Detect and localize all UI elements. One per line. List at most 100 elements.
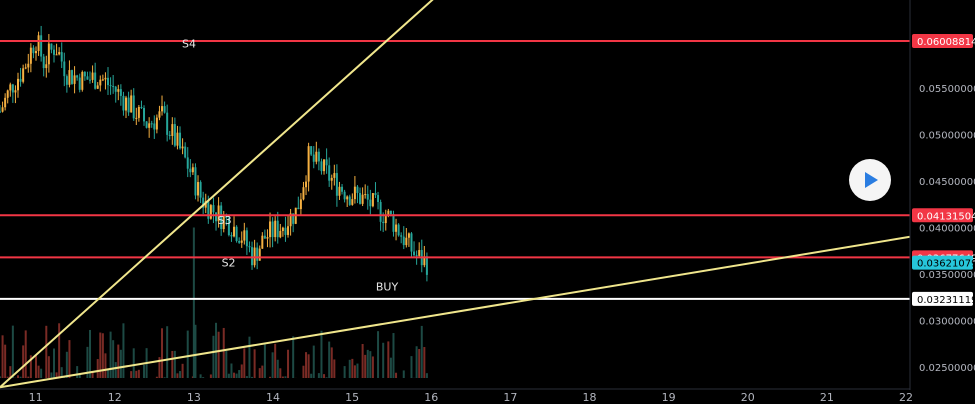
volume-bar [366,349,369,378]
candle-body [158,111,161,118]
volume-bar [222,327,225,378]
candle-body [212,205,215,213]
annotation-label: S3 [218,214,232,227]
candle-body [42,56,45,69]
volume-bar [310,373,313,378]
volume-bar [58,323,61,378]
candle-body [233,226,236,237]
price-tag-label: 0.04131504 [917,211,975,222]
volume-bar [171,350,174,378]
volume-bar [132,348,135,378]
price-tag [912,291,973,306]
volume-bar [369,351,372,378]
candle-body [333,173,336,178]
candle-body [217,205,220,222]
volume-bar [6,376,9,378]
candle-body [418,250,421,256]
candle-body [53,49,56,55]
volume-bar [328,341,331,378]
volume-bar [181,363,184,378]
volume-bar [243,348,246,378]
candle-body [374,193,377,196]
price-axis[interactable]: 0.05500000 0.05000000 0.04500000 0.04000000… [909,0,975,390]
volume-bar [1,335,4,378]
candle-body [312,154,315,162]
volume-bar [158,357,161,378]
candle-body [127,97,130,113]
candle-body [191,167,194,173]
candle-body [356,186,359,193]
volume-bar [166,326,169,378]
volume-bar [274,343,277,378]
x-tick-label: 12 [108,391,122,404]
candle-body [384,215,387,224]
volume-bar [395,372,398,378]
volume-bar [253,349,256,378]
candle-body [389,210,392,215]
volume-bar [122,323,125,378]
annotations: S4 S3 S2 BUY [182,37,398,293]
price-tags: 0.060088140.041315040.036776490.03231119… [912,33,975,306]
volume-bar [76,366,79,378]
volume-bar [202,377,205,378]
volume-bar [199,374,202,378]
x-tick-label: 11 [29,391,43,404]
candle-body [227,217,230,236]
time-axis[interactable]: 11 12 13 14 15 16 17 18 19 20 21 22 [0,388,913,404]
candle-body [222,215,225,230]
candle-body [60,52,63,62]
volume-bar [245,376,248,378]
candle-body [184,146,187,158]
volume-bar [325,377,328,378]
candle-body [307,146,310,182]
candle-body [189,168,192,173]
candle-body [215,212,218,222]
candle-body [230,235,233,237]
candle-body [341,186,344,192]
candle-body [292,213,295,224]
volume-bar [104,353,107,378]
volume-bar [17,375,20,378]
volume-bar [192,227,195,378]
candle-body [76,75,79,78]
candle-body [22,68,25,82]
candle-body [114,86,117,92]
volume-bar [356,363,359,378]
volume-bar [410,356,413,378]
volume-bar [392,333,395,378]
candle-body [284,227,287,235]
play-button[interactable] [849,159,891,201]
candle-body [50,43,53,50]
candle-body [407,233,410,238]
x-tick-label: 22 [899,391,913,404]
volume-bar [423,347,426,378]
y-tick-label: 0.04000000 [919,224,975,235]
candle-body [6,90,9,98]
candle-body [263,235,266,239]
volume-bar [364,354,367,378]
candle-body [32,47,35,54]
candle-body [27,63,30,68]
price-tag [912,33,973,48]
volume-bar [279,368,282,378]
volume-bar [225,351,228,378]
annotation-label: S2 [222,257,236,270]
volume-bar [209,374,212,378]
candle-body [29,47,32,64]
volume-bar [389,357,392,378]
candle-body [137,106,140,118]
candle-body [397,224,400,236]
candle-body [94,72,97,89]
candle-body [73,75,76,84]
candle-body [163,106,166,113]
volume-bar [24,330,27,378]
candle-body [353,186,356,200]
volume-bar [420,325,423,378]
candle-body [315,151,318,162]
volume-bar [317,373,320,378]
candle-body [161,106,164,112]
candle-body [109,85,112,87]
candle-body [140,106,143,109]
candle-body [14,90,17,93]
